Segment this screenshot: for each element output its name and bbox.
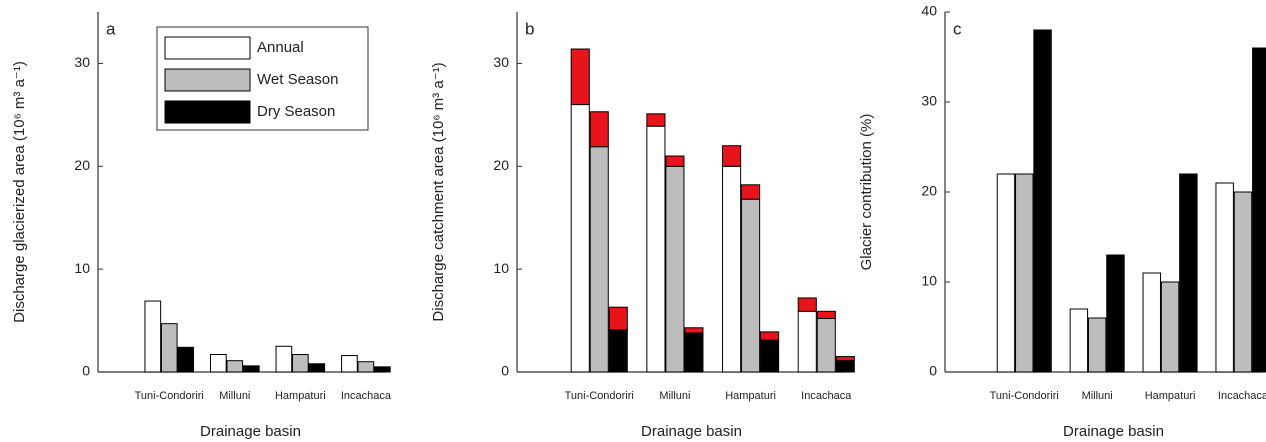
bar-segment — [741, 184, 761, 200]
bar-segment — [646, 113, 666, 127]
bar-segment — [608, 306, 628, 331]
x-tick-label: Incachaca — [341, 390, 392, 402]
bar — [1179, 173, 1198, 373]
bar — [608, 329, 628, 373]
y-tick-label: 30 — [921, 93, 937, 109]
bar-segment — [722, 145, 742, 167]
bar — [835, 360, 855, 373]
bar-segment — [684, 327, 704, 334]
bar — [1142, 272, 1161, 373]
y-axis-label: Discharge catchment area (10⁶ m³ a⁻¹) — [430, 62, 447, 321]
bar — [722, 165, 742, 373]
y-tick-label: 40 — [921, 3, 937, 19]
legend-swatch — [164, 36, 251, 60]
bar — [996, 173, 1016, 373]
bar — [1069, 308, 1089, 373]
bar-segment — [665, 155, 685, 167]
x-tick-label: Milluni — [219, 390, 250, 402]
bar — [797, 310, 817, 373]
bar — [1233, 191, 1253, 373]
y-tick-label: 20 — [921, 183, 937, 199]
bar — [1252, 47, 1266, 373]
panel-label: b — [525, 19, 534, 38]
bar — [570, 104, 590, 373]
y-axis-label: Discharge glacierized area (10⁶ m³ a⁻¹) — [11, 61, 28, 323]
panel-label: a — [106, 19, 116, 38]
bar — [374, 366, 391, 373]
bar — [1015, 173, 1034, 373]
bar — [1160, 281, 1180, 373]
bar — [741, 198, 761, 373]
x-tick-label: Hampaturi — [725, 390, 776, 402]
bar — [1033, 29, 1052, 373]
y-tick-label: 0 — [501, 363, 509, 379]
bar — [210, 354, 227, 373]
legend-swatch — [164, 100, 251, 124]
bar — [816, 318, 836, 373]
y-tick-label: 30 — [74, 54, 90, 70]
y-tick-label: 10 — [921, 273, 937, 289]
x-axis-label: Drainage basin — [641, 423, 742, 440]
legend-swatch — [164, 68, 251, 92]
x-tick-label: Incachaca — [1218, 390, 1266, 402]
bar-segment — [816, 310, 836, 320]
bar — [341, 355, 358, 373]
bar-segment — [797, 297, 817, 312]
y-tick-label: 20 — [493, 157, 509, 173]
x-tick-label: Incachaca — [801, 390, 852, 402]
x-tick-label: Tuni-Condoriri — [135, 390, 204, 402]
y-tick-label: 30 — [493, 54, 509, 70]
bar-segment — [589, 111, 609, 148]
bar — [242, 365, 260, 373]
legend-label: Dry Season — [257, 103, 335, 120]
bar — [684, 332, 704, 373]
bar — [1087, 317, 1107, 373]
x-tick-label: Hampaturi — [275, 390, 326, 402]
y-tick-label: 10 — [74, 260, 90, 276]
bar-segment — [760, 331, 780, 341]
bar — [1215, 182, 1234, 373]
bar — [226, 360, 244, 373]
bar — [275, 345, 293, 373]
bar — [646, 125, 666, 373]
panel-label: c — [953, 19, 962, 38]
y-axis-label: Glacier contribution (%) — [858, 114, 875, 271]
x-tick-label: Milluni — [1082, 390, 1113, 402]
x-axis-label: Drainage basin — [200, 423, 301, 440]
bar — [144, 300, 162, 373]
bar — [357, 361, 375, 373]
bar — [160, 323, 178, 373]
bar — [760, 339, 780, 373]
bar — [1106, 254, 1125, 373]
bar — [589, 146, 609, 373]
x-axis-label: Drainage basin — [1063, 423, 1164, 440]
bar — [292, 354, 309, 373]
x-tick-label: Hampaturi — [1145, 390, 1196, 402]
y-tick-label: 0 — [82, 363, 90, 379]
y-tick-label: 10 — [493, 260, 509, 276]
y-tick-label: 0 — [929, 363, 937, 379]
bar-segment — [570, 48, 590, 106]
legend-label: Annual — [257, 39, 304, 56]
bar — [665, 165, 685, 373]
x-tick-label: Tuni-Condoriri — [565, 390, 634, 402]
legend-label: Wet Season — [257, 71, 338, 88]
x-tick-label: Milluni — [659, 390, 690, 402]
bar — [308, 363, 326, 373]
bar-segment — [835, 356, 855, 362]
bar — [177, 346, 195, 373]
x-tick-label: Tuni-Condoriri — [990, 390, 1059, 402]
y-tick-label: 20 — [74, 157, 90, 173]
